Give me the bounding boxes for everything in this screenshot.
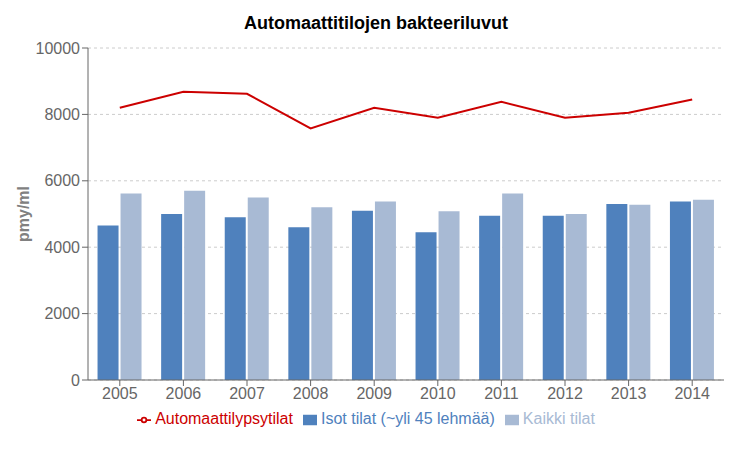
svg-text:2007: 2007 [229,385,265,402]
svg-text:2006: 2006 [166,385,202,402]
svg-text:pmy/ml: pmy/ml [15,186,32,242]
svg-text:2011: 2011 [484,385,519,402]
svg-text:6000: 6000 [44,172,80,189]
html-text:Automaattilypsytilat: Automaattilypsytilat [155,410,293,427]
svg-text:2013: 2013 [611,385,647,402]
html-text:Isot tilat (~yli 45 lehmää): Isot tilat (~yli 45 lehmää) [321,410,495,427]
svg-text:2009: 2009 [356,385,392,402]
svg-text:2005: 2005 [102,385,138,402]
html-text:Kaikki tilat: Kaikki tilat [522,410,595,427]
svg-text:8000: 8000 [44,106,80,123]
svg-text:2014: 2014 [674,385,710,402]
svg-text:10000: 10000 [36,40,81,57]
svg-text:0: 0 [71,372,80,389]
svg-text:2000: 2000 [44,305,80,322]
svg-text:2010: 2010 [420,385,456,402]
svg-text:2008: 2008 [293,385,329,402]
svg-text:4000: 4000 [44,239,80,256]
html-text:Automaattitilojen bakteeriluvu: Automaattitilojen bakteeriluvut [244,13,508,33]
svg-text:2012: 2012 [547,385,583,402]
